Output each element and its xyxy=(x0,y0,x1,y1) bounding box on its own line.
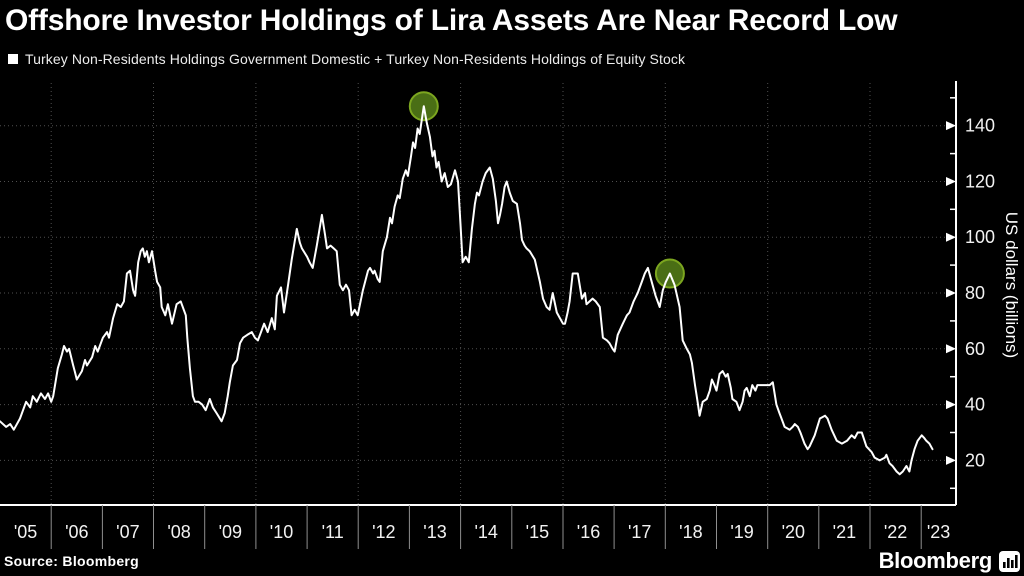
x-tick-label: '07 xyxy=(116,522,139,542)
legend: Turkey Non-Residents Holdings Government… xyxy=(8,51,685,67)
x-tick-label: '17 xyxy=(628,522,651,542)
page-title: Offshore Investor Holdings of Lira Asset… xyxy=(5,4,898,37)
bloomberg-logo-icon xyxy=(999,550,1020,572)
y-tick-label: 80 xyxy=(965,283,985,303)
x-tick-label: '14 xyxy=(474,522,497,542)
legend-square-icon xyxy=(8,54,18,64)
legend-label: Turkey Non-Residents Holdings Government… xyxy=(25,51,686,67)
y-tick-label: 60 xyxy=(965,339,985,359)
y-tick-label: 120 xyxy=(965,172,995,192)
x-tick-label: '16 xyxy=(577,522,600,542)
x-tick-label: '12 xyxy=(372,522,395,542)
y-tick-major-icon xyxy=(946,121,956,131)
x-tick-label: '18 xyxy=(679,522,702,542)
x-tick-label: '08 xyxy=(167,522,190,542)
y-tick-major-icon xyxy=(946,455,956,465)
source-label: Source: Bloomberg xyxy=(4,553,140,569)
y-tick-label: 100 xyxy=(965,227,995,247)
x-tick-label: '20 xyxy=(782,522,805,542)
x-tick-label: '06 xyxy=(65,522,88,542)
y-tick-major-icon xyxy=(946,288,956,298)
brand-label: Bloomberg xyxy=(878,548,993,573)
series-line xyxy=(0,105,934,476)
y-tick-major-icon xyxy=(946,176,956,186)
brand: Bloomberg xyxy=(879,548,1020,574)
x-tick-label: '23 xyxy=(927,522,950,542)
x-tick-label: '13 xyxy=(423,522,446,542)
y-axis-title: US dollars (billions) xyxy=(1002,211,1021,359)
x-tick-label: '21 xyxy=(833,522,856,542)
y-tick-label: 40 xyxy=(965,395,985,415)
y-tick-label: 140 xyxy=(965,116,995,136)
x-tick-label: '22 xyxy=(884,522,907,542)
x-tick-label: '19 xyxy=(730,522,753,542)
x-tick-label: '10 xyxy=(270,522,293,542)
y-tick-major-icon xyxy=(946,344,956,354)
x-tick-label: '11 xyxy=(322,522,344,542)
x-tick-label: '09 xyxy=(219,522,242,542)
x-tick-label: '05 xyxy=(14,522,37,542)
y-tick-major-icon xyxy=(946,232,956,242)
y-tick-label: 20 xyxy=(965,450,985,470)
y-tick-major-icon xyxy=(946,400,956,410)
x-tick-label: '15 xyxy=(526,522,549,542)
